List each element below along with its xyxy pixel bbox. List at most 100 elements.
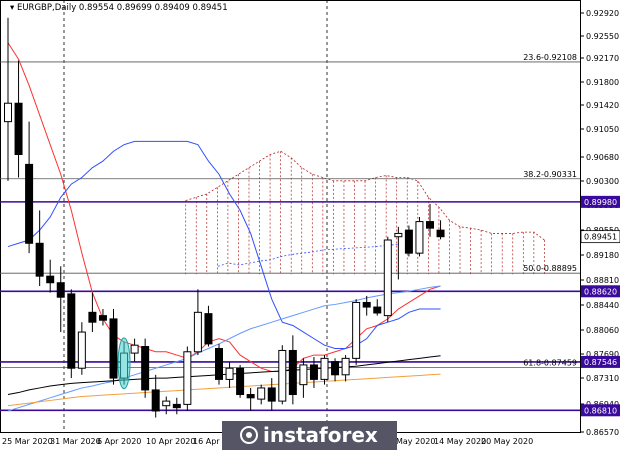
candle-body — [362, 301, 371, 308]
date-tick-label: 25 Mar 2020 — [2, 437, 53, 446]
candle — [151, 374, 160, 418]
candles — [4, 17, 445, 418]
ichimoku-cloud — [185, 150, 545, 275]
candle — [162, 396, 171, 415]
candle — [215, 343, 223, 385]
level-price-box-label: 0.87546 — [584, 358, 617, 367]
candle — [35, 210, 44, 287]
candle — [183, 346, 192, 411]
candle — [404, 225, 413, 257]
highlight-marker — [117, 337, 131, 390]
candle — [117, 337, 131, 390]
candle-body — [225, 367, 234, 380]
candle-body — [436, 229, 445, 238]
candle — [88, 292, 97, 333]
candle-body — [98, 315, 107, 321]
candle-body — [77, 331, 86, 369]
candle — [98, 309, 107, 326]
current-price-label: 0.89451 — [584, 233, 617, 242]
level-price-box — [581, 285, 620, 298]
candle — [383, 236, 392, 323]
price-tick-label: 0.87690 — [586, 350, 619, 359]
candle — [141, 338, 150, 398]
candle-body — [309, 364, 318, 380]
candle-body — [352, 301, 361, 359]
candle-body — [56, 282, 65, 298]
candle — [4, 17, 12, 181]
fib-level-label: 50.0-0.88895 — [523, 264, 577, 273]
price-tick-label: 0.89180 — [586, 251, 619, 260]
candle — [130, 338, 139, 362]
candle — [278, 345, 287, 405]
level-price-box-label: 0.89980 — [584, 198, 617, 207]
candle-body — [88, 311, 97, 323]
candle-body — [109, 318, 118, 379]
candle-body — [331, 361, 340, 376]
price-tick-label: 0.92170 — [586, 54, 619, 63]
date-tick-label: 10 Apr 2020 — [146, 437, 195, 446]
watermark: instaforex — [222, 421, 397, 450]
candle — [320, 355, 329, 385]
candle — [299, 358, 308, 398]
candle-body — [25, 163, 34, 244]
candle-body — [383, 239, 392, 317]
candle-body — [341, 357, 350, 376]
candle-body — [373, 306, 382, 314]
candle-body — [320, 357, 329, 380]
candle — [77, 322, 86, 375]
price-tick-label: 0.91420 — [586, 101, 619, 110]
price-tick-label: 0.91050 — [586, 125, 619, 134]
indicator-line-tenkan — [7, 42, 441, 373]
candle — [331, 358, 340, 382]
candle — [67, 289, 76, 379]
indicator-line-ma_orange — [7, 373, 441, 407]
candle — [46, 259, 55, 293]
watermark-text: instaforex — [263, 423, 378, 447]
candle-body — [204, 313, 213, 345]
indicator-line-kijun — [7, 140, 441, 349]
candle-body — [46, 275, 55, 284]
candle-body — [151, 389, 160, 412]
candle-body — [267, 387, 276, 402]
cloud-upper-edge — [185, 150, 545, 241]
candle-body — [141, 346, 150, 391]
candle — [373, 299, 382, 316]
candle — [246, 387, 255, 411]
candle — [14, 60, 23, 178]
candle — [415, 216, 424, 257]
candle-body — [162, 400, 171, 407]
current-price-box — [580, 230, 620, 244]
candle-body — [35, 242, 44, 277]
chart-title: ▾ EURGBP,Daily 0.89554 0.89699 0.89409 0… — [10, 3, 228, 13]
candle-body — [67, 293, 76, 369]
candle-body — [404, 229, 413, 254]
price-tick-label: 0.88810 — [586, 276, 619, 285]
candle — [56, 266, 65, 333]
candle — [257, 384, 266, 405]
fib-level-label: 23.6-0.92108 — [523, 53, 577, 62]
candle — [225, 361, 234, 388]
candle — [25, 121, 34, 254]
candle-body — [183, 351, 192, 405]
watermark-logo-icon — [240, 426, 258, 444]
candle-body — [288, 349, 297, 396]
date-tick-label: 16 Apr 2020 — [193, 437, 242, 446]
indicator-lines — [7, 42, 441, 412]
candle — [426, 203, 434, 237]
indicator-line-ma_black — [7, 355, 441, 396]
watermark-logo-dot — [246, 432, 252, 438]
candle-body — [236, 367, 245, 396]
candle-body — [4, 102, 12, 123]
date-tick-label: 31 Mar 2020 — [50, 437, 101, 446]
candle-body — [172, 403, 181, 409]
date-tick-label: 6 Apr 2020 — [97, 437, 141, 446]
candle — [267, 378, 276, 411]
date-tick-label: May 2020 — [396, 437, 435, 446]
candle-body — [193, 311, 202, 353]
fib-level-label: 38.2-0.90331 — [523, 170, 577, 179]
candle — [288, 335, 297, 405]
date-tick-label: 14 May 2020 — [434, 437, 486, 446]
candle-body — [257, 387, 266, 400]
